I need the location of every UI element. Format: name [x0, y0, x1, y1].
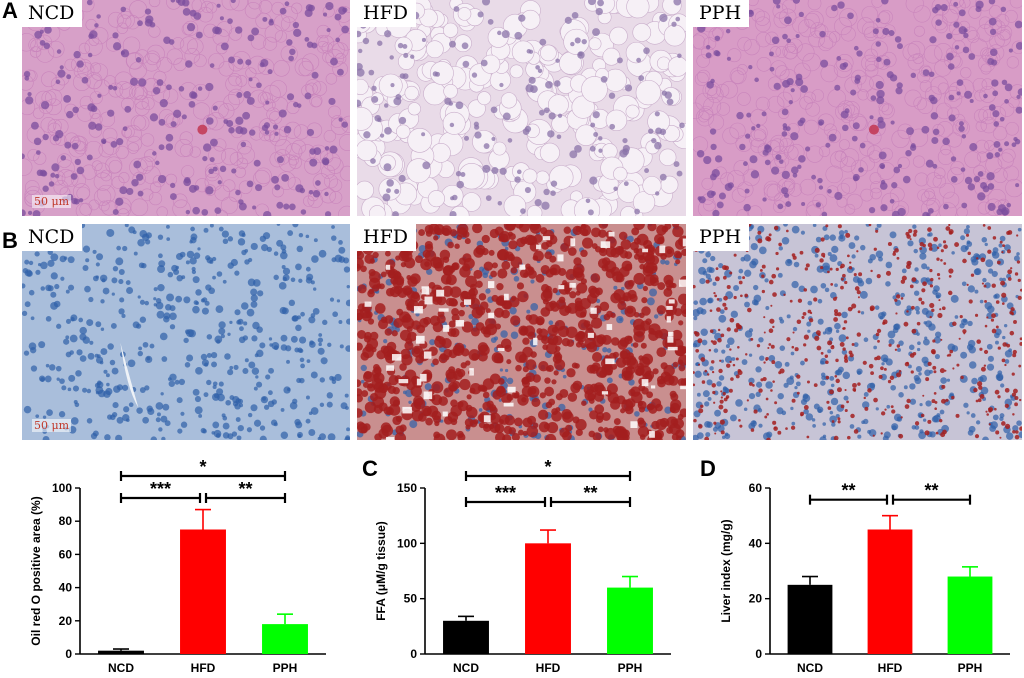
significance-label: * — [544, 457, 551, 477]
y-tick-label: 60 — [59, 547, 73, 561]
micrograph-label: PPH — [693, 0, 750, 27]
scale-bar-label: 50 μm — [32, 419, 72, 432]
y-tick-label: 20 — [749, 592, 763, 606]
error-bar-ncd — [458, 615, 474, 621]
tissue-texture — [693, 0, 1022, 216]
bar-pph — [947, 576, 993, 654]
liver-index-bar-chart: 0 20 40 60 Liver index (mg/g) NCD HFD PPH ** ** — [719, 481, 1010, 675]
y-tick-label: 40 — [59, 581, 73, 595]
error-bar-ncd — [113, 648, 129, 651]
significance-bracket — [119, 471, 287, 481]
oro-micrograph-pph: PPH — [693, 224, 1022, 440]
x-tick-label: HFD — [878, 661, 903, 675]
error-bar-ncd — [802, 575, 818, 585]
y-tick-label: 0 — [65, 647, 72, 661]
significance-bracket — [204, 493, 287, 503]
y-axis-label: Oil red O positive area (%) — [29, 496, 43, 645]
significance-label: ** — [583, 483, 597, 503]
oil-red-o-bar-chart: 0 20 40 60 80 100 Oil red O positive area (%) N… — [29, 457, 326, 675]
y-axis-label: Liver index (mg/g) — [719, 519, 733, 622]
x-tick-label: PPH — [618, 661, 643, 675]
significance-bracket — [464, 497, 547, 507]
y-tick-label: 0 — [755, 647, 762, 661]
significance-bracket — [891, 494, 972, 505]
significance-label: ** — [841, 481, 855, 501]
he-micrograph-ncd: NCD 50 μm — [22, 0, 350, 216]
bar-pph — [607, 587, 653, 654]
y-tick-label: 0 — [410, 647, 417, 661]
y-tick-label: 50 — [404, 592, 418, 606]
error-bar-pph — [277, 613, 293, 625]
x-tick-label: PPH — [273, 661, 298, 675]
error-bar-pph — [962, 566, 978, 577]
micrograph-label: NCD — [22, 0, 83, 27]
significance-label: ** — [924, 481, 938, 501]
bar-hfd — [867, 529, 913, 654]
significance-label: *** — [150, 479, 171, 499]
tissue-texture — [357, 0, 686, 216]
x-tick-label: PPH — [958, 661, 983, 675]
oro-micrograph-ncd: NCD 50 μm — [22, 224, 350, 440]
bar-ncd — [443, 620, 489, 654]
significance-bracket — [808, 494, 889, 505]
y-tick-label: 80 — [59, 514, 73, 528]
y-tick-label: 100 — [52, 481, 72, 495]
error-bar-pph — [622, 575, 638, 588]
panel-letter-c: C — [362, 456, 378, 481]
y-tick-label: 150 — [397, 481, 417, 495]
micrograph-label: HFD — [357, 224, 416, 251]
significance-label: *** — [495, 483, 516, 503]
micrograph-label: HFD — [357, 0, 416, 27]
micrograph-label: PPH — [693, 224, 750, 251]
scale-bar-label: 50 μm — [32, 195, 72, 208]
panel-letter-d: D — [700, 456, 716, 481]
tissue-texture — [357, 224, 686, 440]
significance-bracket — [549, 497, 632, 507]
significance-label: ** — [238, 479, 252, 499]
he-micrograph-pph: PPH — [693, 0, 1022, 216]
micrograph-label: NCD — [22, 224, 83, 251]
tissue-texture — [22, 224, 350, 440]
significance-bracket — [464, 471, 632, 481]
y-axis-label: FFA (μM/g tissue) — [374, 521, 388, 621]
bar-ncd — [787, 584, 833, 654]
significance-label: * — [199, 457, 206, 477]
he-micrograph-hfd: HFD — [357, 0, 686, 216]
error-bar-hfd — [882, 514, 898, 530]
significance-bracket — [119, 493, 202, 503]
tissue-texture — [693, 224, 1022, 440]
x-tick-label: HFD — [536, 661, 561, 675]
bar-hfd — [525, 543, 571, 654]
bar-ncd — [98, 650, 144, 654]
x-tick-label: NCD — [108, 661, 134, 675]
y-tick-label: 20 — [59, 614, 73, 628]
x-tick-label: NCD — [453, 661, 479, 675]
error-bar-hfd — [195, 508, 211, 530]
bar-pph — [262, 624, 308, 654]
tissue-texture — [22, 0, 350, 216]
error-bar-hfd — [540, 529, 556, 544]
y-tick-label: 40 — [749, 536, 763, 550]
panel-letter-b: B — [2, 228, 18, 253]
panel-letter-a: A — [2, 0, 18, 23]
x-tick-label: NCD — [797, 661, 823, 675]
oro-micrograph-hfd: HFD — [357, 224, 686, 440]
y-tick-label: 60 — [749, 481, 763, 495]
bar-hfd — [180, 529, 226, 654]
y-tick-label: 100 — [397, 536, 417, 550]
x-tick-label: HFD — [191, 661, 216, 675]
